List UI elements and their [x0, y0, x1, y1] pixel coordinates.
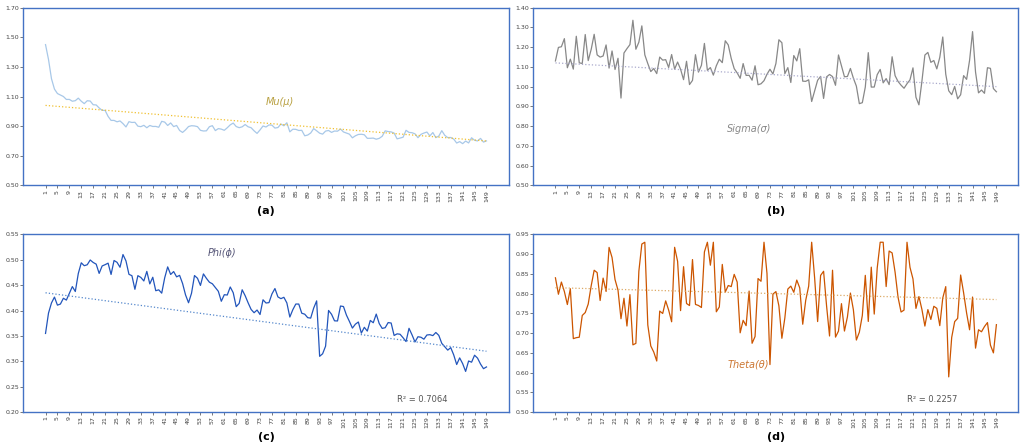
Text: Theta(θ): Theta(θ): [727, 360, 769, 370]
Text: Mu(μ): Mu(μ): [266, 97, 294, 108]
X-axis label: (a): (a): [257, 206, 274, 215]
Text: R² = 0.2257: R² = 0.2257: [907, 395, 957, 404]
Text: Sigma(σ): Sigma(σ): [727, 124, 772, 134]
Text: Phi(ϕ): Phi(ϕ): [208, 248, 237, 258]
Text: R² = 0.7064: R² = 0.7064: [397, 395, 447, 404]
X-axis label: (c): (c): [258, 432, 274, 443]
X-axis label: (d): (d): [767, 432, 785, 443]
X-axis label: (b): (b): [767, 206, 785, 215]
